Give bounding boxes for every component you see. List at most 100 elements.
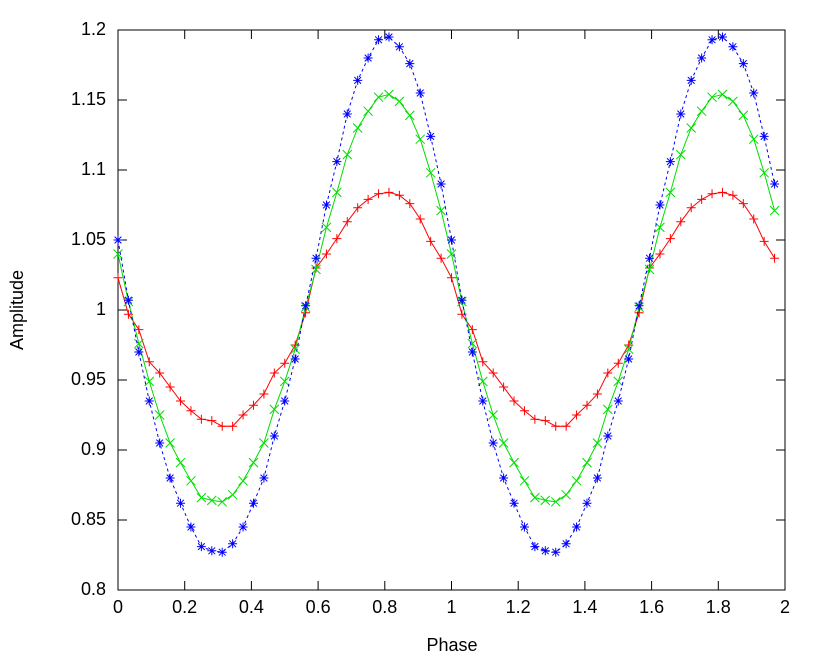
point-marker [707,35,717,45]
x-tick-label: 0.8 [372,597,397,617]
point-marker [676,109,686,119]
point-marker [717,89,728,100]
point-marker [530,492,540,503]
x-tick-label: 1.2 [506,597,531,617]
point-marker [446,249,457,259]
point-marker [561,489,571,500]
point-marker [311,253,321,263]
point-marker [634,301,644,311]
point-marker [707,92,717,103]
point-marker [384,32,394,42]
point-marker [342,109,352,119]
point-marker [374,189,384,199]
point-marker [582,498,592,508]
point-marker [425,167,436,178]
point-marker [384,89,394,100]
point-marker [572,522,582,532]
point-marker [530,542,540,552]
point-marker [352,123,363,133]
point-marker [550,496,561,507]
point-marker [467,347,477,357]
point-marker [738,59,748,69]
point-marker [175,457,186,468]
point-marker [238,475,248,486]
point-marker [155,438,165,448]
x-tick-label: 0.6 [306,597,331,617]
point-marker [478,357,488,367]
point-marker [540,495,551,506]
x-tick-label: 1.4 [572,597,597,617]
point-marker [405,59,415,69]
x-tick-label: 1.8 [706,597,731,617]
point-marker [488,410,499,420]
point-marker [728,190,738,200]
point-marker [759,167,770,178]
point-marker [551,421,561,431]
point-marker [603,368,613,378]
point-marker [123,295,133,305]
point-marker [238,410,248,420]
point-marker [165,382,175,392]
point-marker [655,222,665,233]
point-marker [748,134,759,145]
point-marker [738,110,749,121]
point-marker [770,179,780,189]
y-tick-label: 1 [96,299,106,319]
point-marker [186,406,196,416]
point-marker [332,187,342,198]
point-marker [697,194,707,204]
point-marker [301,301,311,311]
point-marker [426,236,436,246]
point-marker [499,473,509,483]
point-marker [280,358,290,368]
point-marker [415,134,426,145]
point-marker [154,410,165,420]
point-marker [457,295,467,305]
point-marker [686,75,696,85]
point-marker [363,194,373,204]
x-tick-label: 0.2 [172,597,197,617]
point-marker [228,539,238,549]
point-marker [676,217,686,227]
point-marker [540,416,550,426]
point-marker [717,32,727,42]
point-marker [144,376,155,387]
point-marker [363,106,373,117]
point-marker [332,157,342,167]
point-marker [749,214,759,224]
point-marker [165,438,175,448]
point-marker [738,199,748,209]
point-marker [384,187,394,197]
point-marker [227,489,238,500]
point-marker [655,249,665,259]
y-tick-label: 1.2 [81,19,106,39]
point-marker [686,203,696,213]
point-marker [467,338,478,349]
y-axis-label: Amplitude [7,270,27,350]
x-tick-label: 0 [113,597,123,617]
point-marker [290,344,301,355]
point-marker [613,376,624,387]
point-marker [447,273,456,283]
point-marker [133,338,144,349]
point-marker [478,396,488,406]
point-marker [509,498,519,508]
point-marker [176,498,186,508]
series-line [117,36,776,553]
point-marker [696,106,707,117]
point-marker [561,539,571,549]
point-marker [572,410,582,420]
point-marker [248,498,258,508]
point-marker [728,42,738,52]
point-marker [353,203,363,213]
point-marker [717,187,727,197]
point-marker [280,396,290,406]
point-marker [498,438,509,448]
y-tick-label: 1.15 [71,89,106,109]
point-marker [394,190,404,200]
point-marker [499,382,509,392]
point-marker [697,53,707,63]
point-marker [363,53,373,63]
point-marker [436,179,446,189]
